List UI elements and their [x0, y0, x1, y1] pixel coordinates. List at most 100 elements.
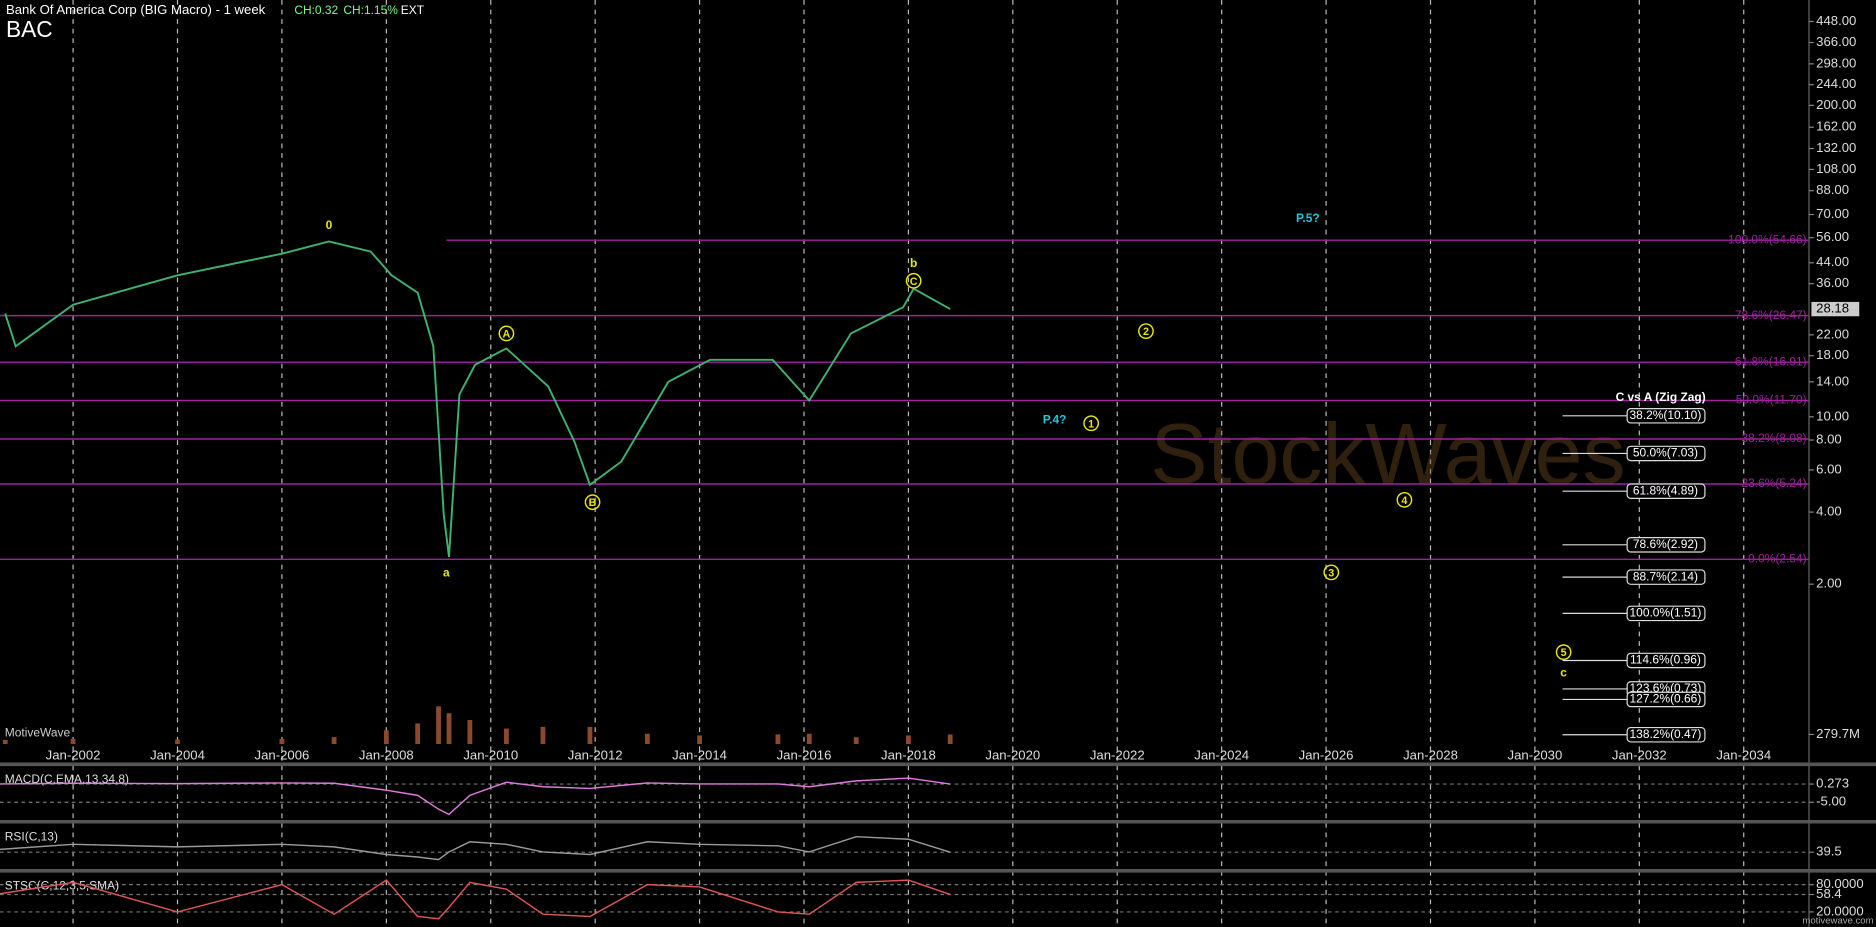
y-tick-label: 108.00: [1816, 161, 1856, 176]
wave-label: C: [910, 276, 918, 288]
wave-label: P.5?: [1296, 211, 1320, 225]
grid-layer: [0, 0, 1809, 927]
zigzag-box: [1626, 445, 1706, 462]
symbol: BAC: [6, 16, 53, 42]
session: EXT: [401, 3, 425, 17]
volume-bar: [436, 706, 441, 744]
x-tick-label: Jan-2016: [777, 747, 832, 762]
wave-label: c: [1560, 665, 1567, 679]
zigzag-label: 114.6%(0.96): [1630, 653, 1701, 667]
x-tick-label: Jan-2026: [1299, 747, 1354, 762]
y-tick-label: 58.4: [1816, 886, 1842, 901]
zigzag-box: [1626, 726, 1706, 743]
y-tick-label: 80.0000: [1816, 876, 1864, 891]
volume-bar: [175, 739, 180, 744]
zigzag-box: [1626, 605, 1706, 622]
y-tick-label: 14.00: [1816, 373, 1849, 388]
zigzag-label: 61.8%(4.89): [1633, 483, 1698, 497]
wave-label: B: [589, 497, 597, 509]
zigzag-label: 127.2%(0.66): [1630, 692, 1702, 706]
fib-label: 100.0%(54.66): [1728, 232, 1806, 246]
y-tick-label: 44.00: [1816, 254, 1849, 269]
zigzag-label: 88.7%(2.14): [1633, 569, 1698, 583]
wave-circle: [1555, 644, 1572, 661]
volume-bar: [853, 737, 859, 744]
y-tick-label: 36.00: [1816, 275, 1849, 290]
x-tick-label: Jan-2024: [1194, 747, 1249, 762]
zigzag-label: 138.2%(0.47): [1630, 727, 1702, 741]
volume-bar: [467, 720, 473, 744]
volume-bar: [775, 734, 781, 744]
wave-circle: [905, 272, 922, 289]
wave-label: b: [910, 256, 917, 270]
x-tick-label: Jan-2014: [672, 747, 727, 762]
y-tick-label: 10.00: [1816, 408, 1849, 423]
volume-bar: [446, 713, 452, 744]
indicator-title: MACD(C,EMA,13,34,8): [5, 772, 129, 786]
y-tick-label: 4.00: [1816, 504, 1842, 519]
wave-circle: [1138, 323, 1154, 340]
y-tick-label: 2.00: [1816, 576, 1842, 591]
series-line: [4, 240, 951, 558]
y-tick-label: 8.00: [1816, 431, 1842, 446]
volume-bar: [540, 726, 546, 744]
x-tick-label: Jan-2010: [463, 747, 518, 762]
y-tick-label: 448.00: [1816, 13, 1856, 28]
x-tick-label: Jan-2030: [1508, 747, 1563, 762]
zigzag-box: [1626, 537, 1706, 553]
wave-label: A: [503, 328, 511, 340]
y-tick-label: 39.5: [1816, 844, 1842, 859]
last-price: 28.18: [1816, 301, 1849, 316]
wave-circle: [584, 494, 601, 511]
fib-label: 0.0%(2.54): [1748, 551, 1806, 565]
volume-bar: [906, 735, 911, 744]
zigzag-box: [1626, 569, 1706, 585]
zigzag-box: [1626, 483, 1706, 499]
x-tick-label: Jan-2022: [1090, 747, 1145, 762]
indicator-title: RSI(C,13): [5, 829, 58, 843]
volume-bar: [415, 723, 421, 744]
volume-bar: [947, 734, 953, 744]
y-tick-label: 0.273: [1816, 776, 1849, 791]
volume-bar: [644, 733, 650, 744]
wave-label: 4: [1401, 495, 1407, 507]
last-price-box: [1811, 301, 1860, 317]
wave-circle: [1323, 564, 1340, 581]
zigzag-box: [1626, 408, 1706, 424]
y-tick-label: 88.00: [1816, 182, 1849, 197]
fib-label: 61.8%(16.91): [1735, 354, 1807, 368]
y-tick-label: 366.00: [1816, 34, 1856, 49]
x-tick-label: Jan-2034: [1716, 747, 1771, 762]
y-tick-label: 298.00: [1816, 55, 1856, 70]
zigzag-label: 100.0%(1.51): [1630, 606, 1702, 620]
volume-bar: [70, 738, 76, 744]
zigzag-label: 78.6%(2.92): [1633, 537, 1698, 551]
wave-label: 5: [1561, 647, 1567, 659]
y-tick-label: 6.00: [1816, 461, 1842, 476]
y-tick-label: 279.7M: [1816, 726, 1860, 741]
series-line: [0, 879, 951, 920]
y-tick-label: 56.00: [1816, 229, 1849, 244]
y-tick-label: 22.00: [1816, 326, 1849, 341]
fib-label: 23.6%(5.24): [1741, 476, 1806, 490]
series-line: [0, 777, 951, 816]
volume-bar: [587, 726, 593, 744]
y-tick-label: 18.00: [1816, 347, 1849, 362]
x-tick-label: Jan-2008: [359, 747, 414, 762]
fib-label: 38.2%(8.08): [1741, 431, 1806, 445]
wave-label: a: [443, 566, 450, 580]
x-tick-label: Jan-2004: [150, 747, 205, 762]
wave-circle: [498, 325, 515, 342]
zigzag-box: [1626, 691, 1706, 708]
site: motivewave.com: [1802, 916, 1873, 927]
x-tick-label: Jan-2020: [985, 747, 1040, 762]
fib-label: 78.6%(26.47): [1735, 308, 1807, 322]
x-tick-label: Jan-2018: [881, 747, 936, 762]
x-tick-label: Jan-2032: [1612, 747, 1667, 762]
series-line: [0, 835, 951, 861]
y-tick-label: 200.00: [1816, 97, 1856, 112]
y-tick-label: 20.0000: [1816, 903, 1864, 918]
x-tick-label: Jan-2028: [1403, 747, 1458, 762]
